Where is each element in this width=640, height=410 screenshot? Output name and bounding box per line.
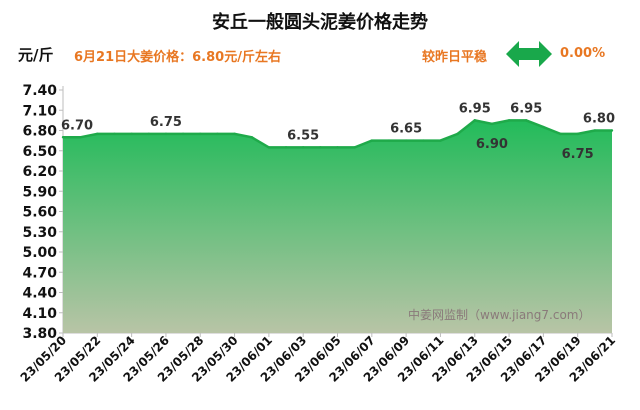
data-point [370, 139, 374, 142]
data-label: 6.75 [150, 115, 182, 130]
y-tick-label: 7.40 [22, 83, 57, 99]
data-label: 6.90 [476, 137, 508, 152]
data-point [422, 139, 425, 142]
data-point [542, 125, 545, 129]
y-tick-label: 5.60 [22, 205, 57, 221]
data-point [507, 119, 511, 122]
y-tick-label: 4.70 [22, 265, 57, 281]
data-label: 6.70 [61, 118, 93, 133]
data-label: 6.75 [562, 147, 594, 162]
data-point [284, 146, 288, 149]
price-note: 6月21日大姜价格：6.80元/斤左右 [74, 50, 281, 65]
data-point [439, 139, 442, 142]
data-point [301, 146, 305, 149]
y-tick-label: 4.40 [22, 286, 57, 302]
y-tick-label: 4.10 [22, 306, 57, 322]
data-point [233, 132, 236, 136]
data-point [130, 132, 133, 136]
y-tick-label: 5.90 [22, 184, 57, 200]
data-point [576, 132, 579, 136]
data-label: 6.95 [459, 101, 491, 116]
double-arrow-icon [506, 40, 552, 72]
data-point [610, 129, 614, 132]
data-point [456, 132, 459, 136]
data-point [387, 139, 391, 142]
unit-label: 元/斤 [18, 46, 54, 64]
data-point [181, 132, 185, 136]
data-label: 6.55 [287, 128, 319, 143]
data-point [216, 132, 219, 136]
y-tick-label: 6.20 [22, 164, 57, 180]
data-point [199, 132, 202, 136]
data-point [78, 136, 82, 139]
y-tick-label: 5.30 [22, 225, 57, 241]
data-point [593, 129, 597, 132]
data-point [61, 136, 65, 139]
y-tick-label: 3.80 [22, 326, 57, 342]
data-label: 6.95 [510, 101, 542, 116]
data-point [96, 132, 99, 136]
chart-title: 安丘一般圆头泥姜价格走势 [212, 12, 428, 33]
data-point [336, 146, 339, 149]
data-point [319, 146, 322, 149]
y-tick-label: 5.00 [22, 245, 57, 261]
data-point [164, 132, 168, 136]
data-point [147, 132, 150, 136]
data-labels: 6.70 6.75 6.55 6.65 6.95 6.90 6.95 6.75 6.80 [61, 101, 615, 162]
y-tick-label: 7.10 [22, 103, 57, 119]
data-label: 6.65 [390, 122, 422, 137]
change-percent: 0.00% [560, 46, 606, 61]
data-point [559, 132, 562, 136]
data-point [525, 119, 528, 122]
x-axis: 23/05/2023/05/2223/05/2423/05/2623/05/28… [18, 332, 618, 385]
y-axis: 7.40 7.10 6.80 6.50 6.20 5.90 5.60 5.30 5.00 4.70… [22, 83, 64, 342]
watermark: 中姜网监制（www.jiang7.com） [408, 308, 591, 322]
data-point [113, 132, 116, 136]
data-label: 6.80 [583, 112, 615, 127]
y-tick-label: 6.80 [22, 124, 57, 140]
data-point [404, 139, 408, 142]
comparison-label: 较昨日平稳 [422, 50, 488, 65]
data-point [267, 146, 271, 149]
data-point [250, 136, 253, 139]
data-point [353, 146, 356, 149]
data-point [473, 119, 476, 122]
price-area [63, 120, 612, 334]
y-tick-label: 6.50 [22, 144, 57, 160]
data-point [490, 122, 494, 125]
